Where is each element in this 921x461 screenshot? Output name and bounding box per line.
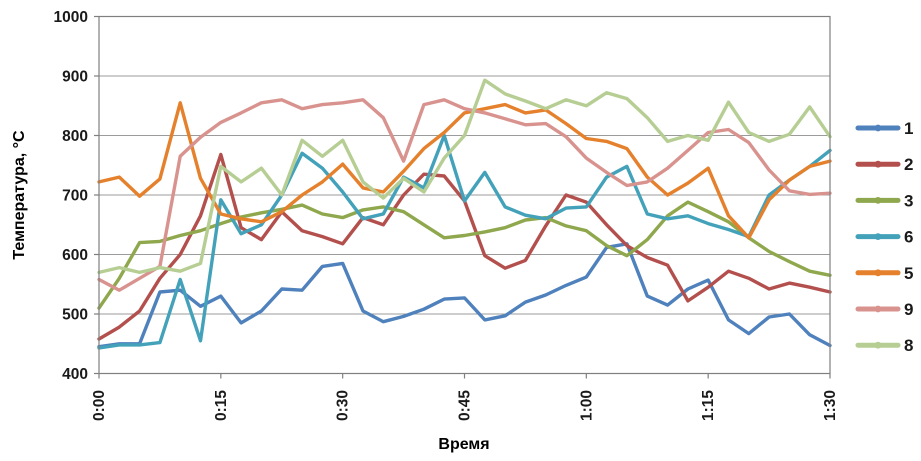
legend-item-2: 2 xyxy=(855,155,913,174)
legend-item-6: 6 xyxy=(855,228,913,247)
legend-marker-1 xyxy=(874,124,882,132)
y-tick-labels: 400 500 600 700 800 900 1000 xyxy=(54,9,88,383)
x-tick-label-0:15: 0:15 xyxy=(213,390,230,421)
y-tick-label-500: 500 xyxy=(62,307,88,324)
series-line-5 xyxy=(97,101,832,240)
legend-item-5: 5 xyxy=(855,264,913,283)
legend-label-9: 9 xyxy=(904,300,913,319)
legend-marker-5 xyxy=(874,269,882,277)
legend: 1 2 3 6 5 9 8 xyxy=(855,119,913,355)
legend-item-9: 9 xyxy=(855,300,913,319)
x-axis-title: Время xyxy=(438,436,489,453)
y-tick-label-800: 800 xyxy=(62,128,88,145)
series-line-1 xyxy=(97,242,832,349)
legend-label-6: 6 xyxy=(904,228,913,247)
y-tick-label-600: 600 xyxy=(62,247,88,264)
x-tick-label-1:30: 1:30 xyxy=(822,390,839,421)
x-tick-label-1:00: 1:00 xyxy=(578,390,595,421)
x-tick-labels: 0:00 0:15 0:30 0:45 1:00 1:15 1:30 xyxy=(91,390,839,421)
series-line-2 xyxy=(97,152,832,341)
legend-label-8: 8 xyxy=(904,336,913,355)
y-tick-label-400: 400 xyxy=(62,366,88,383)
y-tick-label-900: 900 xyxy=(62,69,88,86)
legend-marker-9 xyxy=(874,305,882,313)
x-tick-label-1:15: 1:15 xyxy=(700,390,717,421)
legend-marker-8 xyxy=(874,341,882,349)
series-line-6 xyxy=(97,133,832,350)
series-line-8 xyxy=(97,78,832,275)
y-axis-title: Температура, °C xyxy=(11,130,28,260)
legend-item-3: 3 xyxy=(855,191,913,210)
legend-label-3: 3 xyxy=(904,191,913,210)
legend-label-2: 2 xyxy=(904,155,913,174)
legend-label-5: 5 xyxy=(904,264,913,283)
legend-item-8: 8 xyxy=(855,336,913,355)
legend-marker-2 xyxy=(874,160,882,168)
x-tick-label-0:45: 0:45 xyxy=(457,390,474,421)
series-line-9 xyxy=(97,98,832,292)
y-tick-label-1000: 1000 xyxy=(54,9,88,26)
y-tick-label-700: 700 xyxy=(62,188,88,205)
legend-marker-6 xyxy=(874,233,882,241)
legend-item-1: 1 xyxy=(855,119,913,138)
legend-label-1: 1 xyxy=(904,119,913,138)
legend-marker-3 xyxy=(874,197,882,204)
series-lines xyxy=(97,78,832,350)
tick-marks xyxy=(94,15,831,379)
x-tick-label-0:00: 0:00 xyxy=(91,390,108,421)
x-tick-label-0:30: 0:30 xyxy=(335,390,352,421)
series-line-3 xyxy=(97,200,832,310)
